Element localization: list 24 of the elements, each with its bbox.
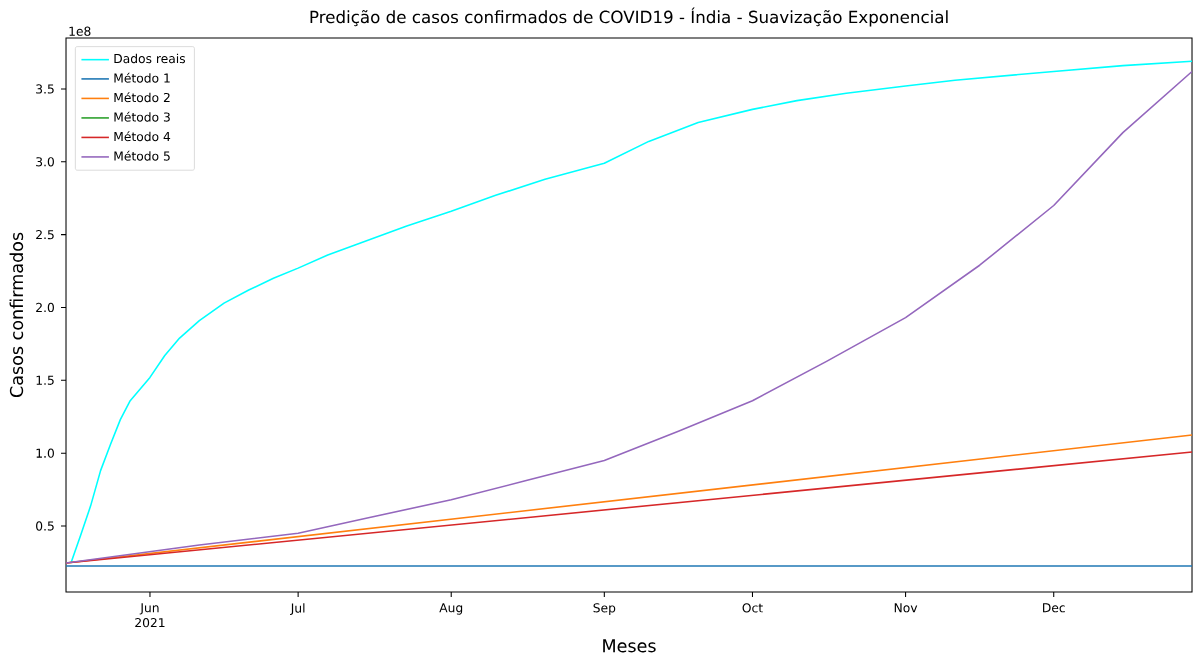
x-tick-label: Nov — [894, 603, 918, 613]
x-tick-label: Sep — [593, 603, 616, 615]
legend-label: Método 1 — [114, 72, 170, 83]
y-tick-label: 1.5 — [36, 375, 54, 385]
x-tick-label: Dec — [1043, 603, 1065, 613]
y-axis-title: Casos confirmados — [9, 232, 24, 398]
y-tick-label: 2.5 — [36, 229, 54, 240]
x-tick-label: Jul — [290, 603, 305, 615]
y-tick-label: 2.0 — [36, 302, 54, 313]
y-tick-label: 1.0 — [36, 448, 54, 458]
y-tick-label: 0.5 — [36, 521, 54, 531]
x-tick-label: Oct — [742, 603, 763, 613]
x-axis-title: Meses — [603, 639, 656, 653]
y-tick-label: 3.0 — [36, 157, 54, 167]
chart-title: Predição de casos confirmados de COVID19 - Índia - Suavização Exponencial — [310, 7, 948, 27]
x-tick-label: Aug — [439, 603, 463, 615]
legend-label: Método 5 — [114, 150, 170, 161]
legend-label: Dados reais — [114, 53, 186, 64]
legend-label: Método 3 — [114, 111, 170, 122]
text: 1e8 — [69, 26, 91, 36]
legend-label: Método 4 — [114, 131, 171, 142]
y-tick-label: 3.5 — [36, 84, 54, 94]
x-tick-label: Jun 2021 — [135, 603, 165, 628]
legend-label: Método 2 — [114, 92, 170, 103]
